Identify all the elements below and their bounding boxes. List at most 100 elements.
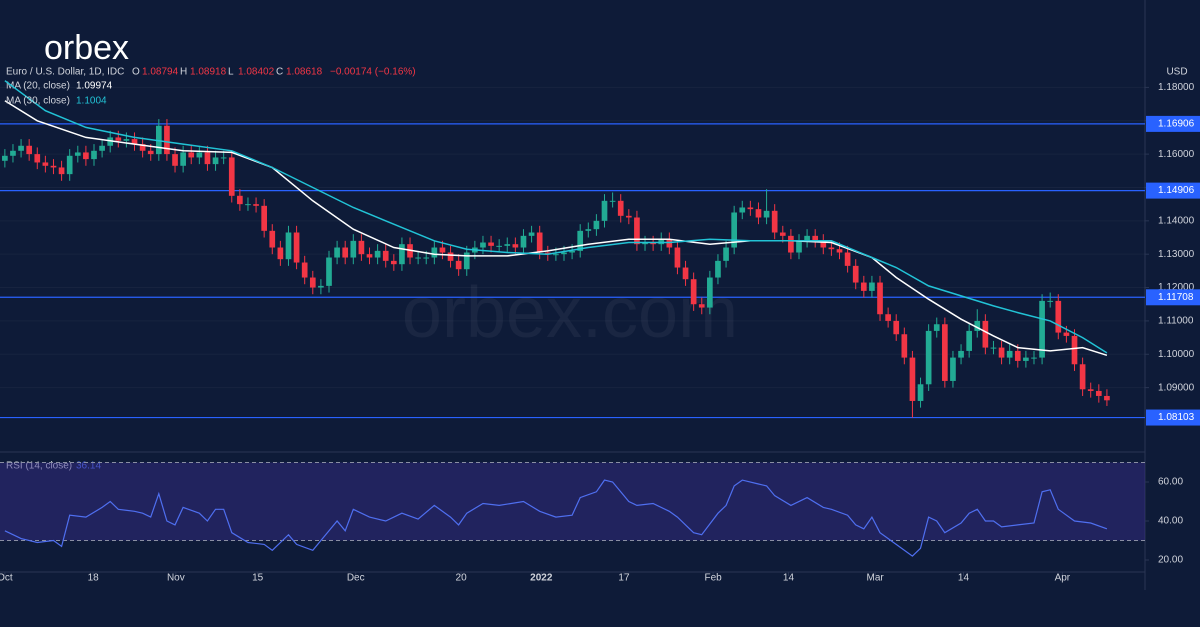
y-tick-label: 1.10000 [1158, 349, 1195, 360]
rsi-line [4, 479, 1108, 557]
candle-body [990, 347, 997, 349]
ma-line [4, 100, 1108, 357]
level-label-box [1146, 115, 1200, 132]
candle-body [350, 240, 357, 258]
y-tick-label: 60.00 [1158, 477, 1183, 488]
candle-body [399, 244, 405, 265]
x-tick-label: Mar [867, 573, 885, 584]
candle-body [536, 232, 543, 253]
candle-body [901, 334, 908, 358]
y-tick-label: 1.12000 [1158, 282, 1195, 293]
candle-body [820, 240, 827, 248]
x-tick-label: Apr [1055, 573, 1071, 584]
candle-body [1087, 389, 1094, 391]
ohlc-value: 1.08618 [286, 67, 323, 78]
candle-body [261, 205, 268, 231]
candle-body [374, 250, 381, 258]
candle-body [455, 260, 462, 270]
ohlc-value: 1.08794 [142, 67, 179, 78]
candle-body [212, 157, 219, 165]
candle-body [196, 152, 203, 158]
x-tick-label: Nov [167, 573, 185, 584]
y-tick-label: 1.13000 [1158, 249, 1195, 260]
ohlc-value: 1.08918 [190, 67, 227, 78]
candle-body [544, 252, 551, 255]
candle-body [634, 217, 640, 245]
candle-body [828, 247, 835, 250]
y-tick-label: 1.16000 [1158, 149, 1195, 160]
legend-value: 1.1004 [76, 96, 107, 107]
ohlc-change: −0.00174 (−0.16%) [330, 67, 416, 78]
candle-body [50, 165, 57, 168]
level-label: 1.16906 [1158, 119, 1195, 130]
watermark: orbex.com [402, 273, 738, 353]
candle-body [309, 277, 316, 288]
y-tick-label: 1.18000 [1158, 82, 1195, 93]
candle-body [1079, 364, 1086, 390]
candle-body [504, 244, 511, 246]
candle-body [909, 357, 916, 401]
candle-body [164, 125, 170, 155]
candle-body [982, 320, 989, 348]
candle-body [204, 152, 211, 165]
symbol-title: Euro / U.S. Dollar, 1D, IDC [6, 67, 124, 78]
candle-body [131, 139, 138, 145]
candle-body [91, 150, 97, 160]
legend-label: MA (20, close) [6, 81, 70, 92]
x-tick-label: 18 [88, 573, 100, 584]
candle-body [625, 215, 632, 218]
candle-body [1063, 332, 1070, 336]
candle-body [2, 155, 8, 161]
legend-value: 1.09974 [76, 81, 113, 92]
rsi-band [0, 462, 1145, 541]
candle-body [812, 235, 819, 241]
candle-body [358, 240, 365, 255]
candle-body [342, 247, 349, 258]
candle-body [666, 239, 673, 248]
level-label-box [1146, 289, 1200, 306]
y-tick-label: 20.00 [1158, 555, 1183, 566]
candle-body [569, 250, 575, 253]
candle-body [788, 235, 794, 253]
x-tick-label: Dec [347, 573, 365, 584]
candle-body [382, 250, 389, 261]
legend-label: MA (30, close) [6, 96, 70, 107]
candle-body [553, 254, 559, 256]
candle-body [58, 167, 65, 175]
ohlc-value: 1.08402 [238, 67, 275, 78]
candle-body [763, 210, 770, 218]
candle-body [74, 152, 81, 156]
ohlc-name: L [228, 67, 234, 78]
candle-body [869, 282, 875, 291]
candle-body [528, 232, 535, 236]
candle-body [277, 247, 284, 260]
candle-body [747, 207, 754, 210]
candle-body [66, 155, 73, 175]
candle-body [431, 247, 438, 258]
candle-body [512, 244, 519, 248]
x-tick-label: 2022 [530, 573, 553, 584]
candle-body [447, 252, 454, 261]
candle-body [885, 314, 891, 321]
y-tick-label: 1.14000 [1158, 215, 1195, 226]
rsi-title: RSI (14, close) [6, 461, 72, 472]
candle-body [220, 157, 227, 159]
candle-body [731, 212, 737, 248]
candle-body [326, 257, 332, 286]
candle-body [147, 150, 154, 155]
candle-body [852, 265, 859, 283]
candle-body [42, 162, 49, 166]
candle-body [1014, 350, 1021, 361]
candle-body [1023, 357, 1029, 361]
candle-body [779, 232, 786, 236]
candle-body [642, 242, 648, 245]
candle-body [366, 254, 373, 258]
candle-body [1071, 335, 1078, 365]
candle-body [836, 249, 843, 253]
candle-body [974, 320, 981, 331]
candle-body [601, 200, 608, 221]
candle-body [958, 350, 964, 358]
ohlc-name: H [180, 67, 187, 78]
candle-body [463, 252, 470, 270]
